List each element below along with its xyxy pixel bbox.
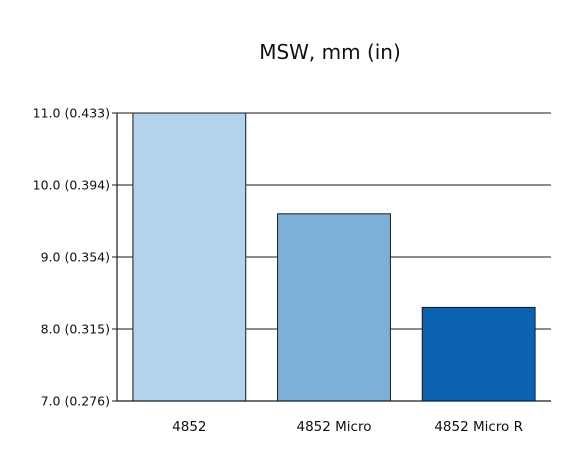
y-tick-label: 7.0 (0.276) xyxy=(41,394,110,409)
bar xyxy=(277,213,391,402)
y-tick-label: 11.0 (0.433) xyxy=(33,106,110,121)
labels: 7.0 (0.276) 8.0 (0.315) 9.0 (0.354) 10.0 (0… xyxy=(33,106,523,436)
x-category-label: 4852 Micro xyxy=(297,419,372,435)
axes xyxy=(112,112,551,402)
x-category-label: 4852 Micro R xyxy=(434,419,523,435)
chart-title: MSW, mm (in) xyxy=(259,40,401,64)
bar xyxy=(421,306,536,402)
y-tick-label: 9.0 (0.354) xyxy=(41,250,110,265)
x-category-label: 4852 xyxy=(172,419,206,435)
y-tick-label: 8.0 (0.315) xyxy=(41,322,110,337)
bar xyxy=(132,112,247,402)
y-tick-label: 10.0 (0.394) xyxy=(33,178,110,193)
